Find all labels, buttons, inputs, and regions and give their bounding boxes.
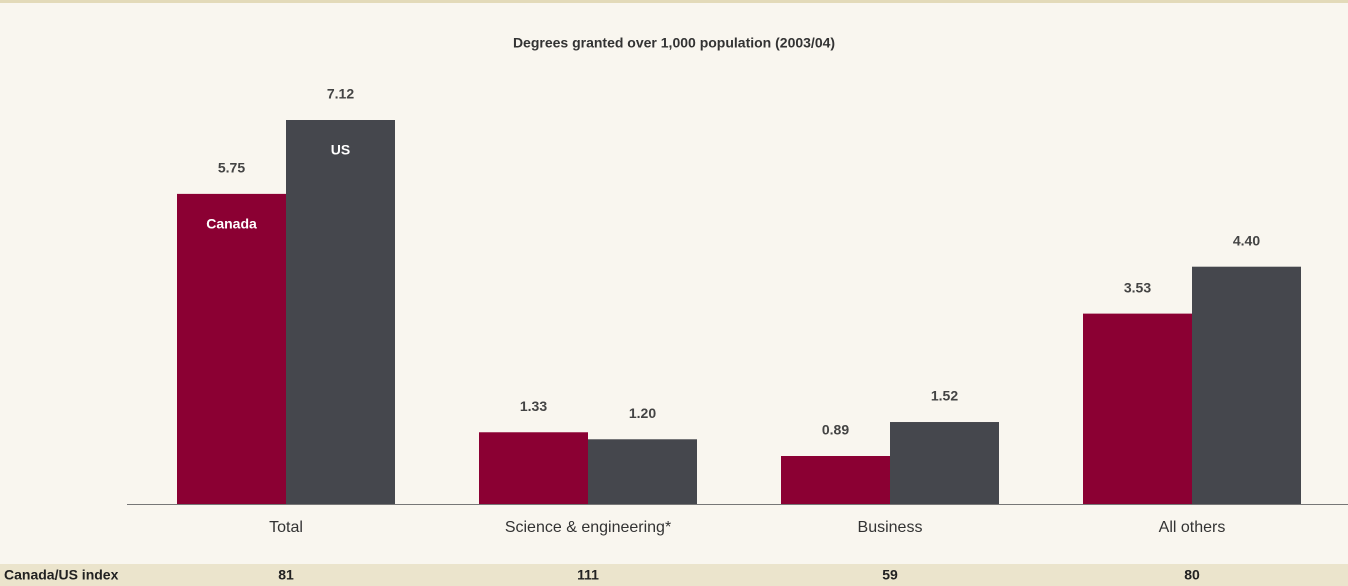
index-value: 80 (1184, 567, 1200, 583)
bar (177, 193, 286, 504)
value-label: 5.75 (218, 160, 245, 176)
bar (781, 456, 890, 504)
x-tick-label: Business (858, 519, 923, 536)
index-value: 111 (577, 567, 599, 583)
legend-label: Canada (206, 216, 257, 232)
value-label: 0.89 (822, 422, 849, 438)
index-value: 59 (882, 567, 898, 583)
x-tick-label: All others (1159, 519, 1226, 536)
bar (479, 432, 588, 504)
bar (1083, 313, 1192, 504)
bar (588, 439, 697, 504)
index-band (0, 564, 1348, 586)
x-tick-label: Science & engineering* (505, 519, 671, 536)
chart-title: Degrees granted over 1,000 population (2… (513, 35, 835, 51)
x-tick-label: Total (269, 519, 303, 536)
value-label: 4.40 (1233, 232, 1260, 248)
bar (1192, 266, 1301, 504)
value-label: 1.52 (931, 388, 958, 404)
value-label: 3.53 (1124, 279, 1151, 295)
index-label: Canada/US index (4, 567, 119, 583)
bar (890, 422, 999, 504)
legend-label: US (331, 142, 350, 158)
value-label: 1.20 (629, 405, 656, 421)
top-border (0, 0, 1348, 3)
bar (286, 120, 395, 504)
index-value: 81 (278, 567, 294, 583)
value-label: 1.33 (520, 398, 547, 414)
value-label: 7.12 (327, 86, 354, 102)
